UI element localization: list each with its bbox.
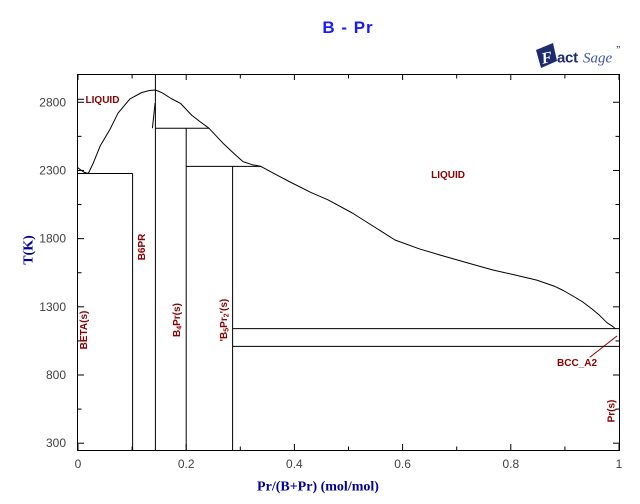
label-b5pr2-s-text: 'B: [219, 332, 230, 342]
x-tick-label: 1: [616, 457, 623, 471]
x-tick-label: 0.6: [394, 457, 411, 471]
label-b6pr: B6PR: [137, 233, 148, 260]
label-liquid-right-text: LIQUID: [431, 169, 465, 180]
label-b4pr-s-text: Pr(s): [172, 303, 183, 326]
b6pr-left-solvus: [151, 102, 156, 129]
label-b5pr2-s-text: 5: [223, 328, 230, 332]
label-liquid-upper: LIQUID: [86, 94, 120, 105]
y-tick-label: 800: [46, 368, 66, 382]
y-tick-label: 2300: [39, 163, 66, 177]
y-tick-label: 1800: [39, 232, 66, 246]
label-pr-s: Pr(s): [606, 400, 617, 423]
plot-border: [77, 74, 620, 451]
label-liquid-right: LIQUID: [431, 169, 465, 180]
y-tick-label: 1300: [39, 300, 66, 314]
factsage-logo: F act Sage ”: [536, 43, 620, 68]
x-tick-label: 0: [75, 457, 82, 471]
logo-act: act: [557, 50, 578, 67]
logo-f: F: [539, 49, 554, 68]
x-tick-label: 0.2: [178, 457, 195, 471]
x-tick-label: 0.4: [286, 457, 303, 471]
label-beta-s: BETA(s): [79, 311, 90, 350]
label-b5pr2-s-text: '(s): [219, 299, 230, 314]
y-tick-label: 2800: [39, 95, 66, 109]
y-tick-label: 300: [46, 436, 66, 450]
label-b6pr-text: B6PR: [137, 233, 148, 260]
label-beta-s-text: BETA(s): [79, 311, 90, 350]
x-axis-title: Pr/(B+Pr) (mol/mol): [257, 480, 379, 495]
label-bcc-a2-text: BCC_A2: [557, 358, 597, 369]
label-b5pr2-s-text: 2: [223, 313, 230, 317]
label-b4pr-s-text: 4: [176, 326, 183, 330]
label-b5pr2-s-text: Pr: [219, 317, 230, 328]
logo-trademark: ”: [616, 45, 620, 56]
liquidus: [77, 89, 616, 329]
label-b4pr-s: B4Pr(s): [172, 303, 184, 337]
y-axis-title: T(K): [22, 235, 37, 265]
label-bcc-a2: BCC_A2: [557, 358, 597, 369]
factsage-flag-icon: [536, 43, 557, 68]
x-tick-label: 0.8: [502, 457, 519, 471]
label-pr-s-text: Pr(s): [606, 400, 617, 423]
label-b4pr-s-text: B: [172, 330, 183, 337]
label-b5pr2-s: 'B5Pr2'(s): [219, 299, 231, 342]
label-liquid-upper-text: LIQUID: [86, 94, 120, 105]
page-title: B - Pr: [322, 18, 374, 37]
logo-sage: Sage: [583, 51, 613, 67]
